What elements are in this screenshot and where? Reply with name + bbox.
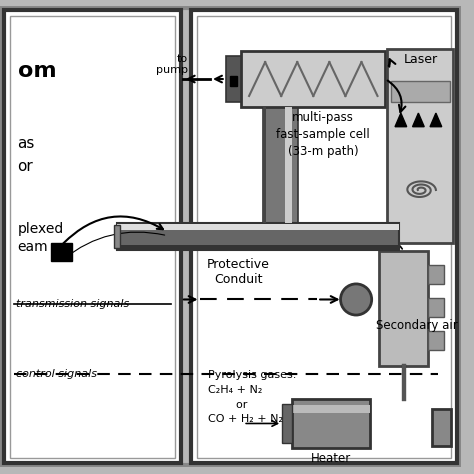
- Bar: [285, 107, 292, 223]
- Text: transmission signals: transmission signals: [16, 299, 129, 309]
- FancyArrowPatch shape: [63, 217, 163, 244]
- Bar: [391, 81, 449, 102]
- Bar: [197, 16, 451, 457]
- Bar: [387, 49, 454, 244]
- Bar: [4, 10, 181, 464]
- Polygon shape: [412, 113, 424, 127]
- Text: plexed
eam: plexed eam: [18, 222, 64, 255]
- Bar: [117, 223, 399, 250]
- Text: Heater: Heater: [310, 452, 351, 465]
- Bar: [226, 56, 241, 101]
- Bar: [263, 107, 266, 223]
- Text: multi-pass
fast-sample cell
(33-m path): multi-pass fast-sample cell (33-m path): [276, 111, 370, 158]
- Text: to
pump: to pump: [156, 54, 188, 75]
- Text: control signals: control signals: [16, 369, 97, 379]
- Text: Pyrolysis gases:
C₂H₄ + N₂
        or
CO + H₂ + N₂: Pyrolysis gases: C₂H₄ + N₂ or CO + H₂ + …: [208, 370, 297, 424]
- Text: Secondary air: Secondary air: [375, 319, 457, 332]
- Bar: [51, 244, 72, 261]
- Bar: [229, 76, 237, 86]
- Bar: [292, 399, 370, 448]
- Bar: [117, 224, 399, 230]
- Bar: [117, 246, 399, 250]
- Circle shape: [340, 284, 372, 315]
- Polygon shape: [395, 113, 407, 127]
- Text: om: om: [18, 61, 56, 81]
- Bar: [263, 107, 298, 223]
- Bar: [428, 331, 444, 350]
- Bar: [380, 251, 428, 366]
- Bar: [10, 16, 175, 457]
- Bar: [428, 265, 444, 284]
- Text: Laser: Laser: [403, 53, 438, 66]
- Bar: [114, 225, 119, 248]
- FancyArrowPatch shape: [389, 59, 395, 67]
- Text: as
or: as or: [18, 137, 35, 173]
- FancyArrowPatch shape: [388, 81, 405, 112]
- FancyArrowPatch shape: [64, 232, 164, 259]
- Bar: [282, 404, 292, 443]
- Text: Protective
Conduit: Protective Conduit: [207, 258, 270, 286]
- Polygon shape: [430, 113, 442, 127]
- Bar: [191, 10, 457, 464]
- Bar: [241, 51, 385, 107]
- Bar: [292, 405, 370, 413]
- Bar: [428, 298, 444, 318]
- Bar: [432, 409, 451, 446]
